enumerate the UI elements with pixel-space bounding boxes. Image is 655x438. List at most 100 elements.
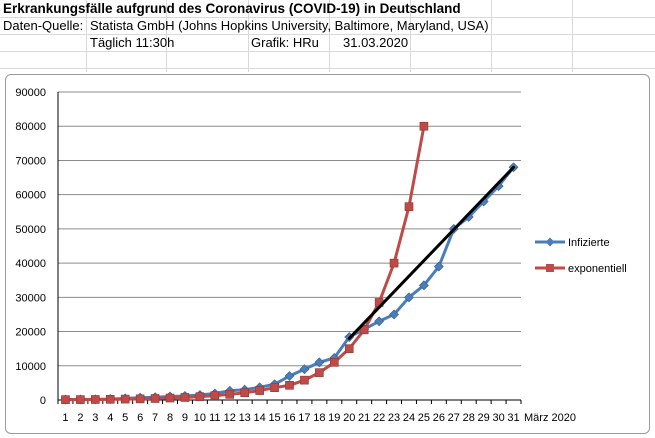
sheet-col-divider (410, 0, 411, 72)
x-tick-label: 23 (388, 412, 400, 424)
sheet-row-1: Erkrankungsfälle aufgrund des Coronaviru… (0, 0, 655, 17)
trend-line (347, 165, 516, 340)
sheet-row-divider (0, 51, 655, 52)
data-point-exponentiell (240, 388, 249, 398)
data-point-exponentiell (344, 344, 354, 353)
x-tick-label: 25 (418, 412, 430, 424)
x-tick-label: 22 (373, 412, 385, 424)
data-point-infizierte (433, 261, 444, 272)
gridlines (57, 91, 521, 401)
x-tick-label: 8 (167, 412, 173, 424)
x-tick-label: 26 (433, 412, 445, 424)
series-line-infizierte (65, 166, 515, 402)
data-point-exponentiell (270, 383, 279, 392)
data-point-exponentiell (359, 325, 369, 335)
y-tick-label: 50000 (15, 224, 46, 236)
source-label-cell[interactable]: Daten-Quelle: (3, 18, 84, 33)
data-point-exponentiell (315, 368, 324, 377)
data-point-exponentiell (150, 394, 160, 403)
x-tick-label: 19 (328, 412, 340, 424)
y-tick-label: 10000 (15, 361, 46, 373)
legend: Infizierte exponentiell (535, 237, 627, 275)
date-cell[interactable]: 31.03.2020 (343, 35, 409, 50)
data-point-infizierte (389, 309, 399, 320)
x-tick-label: 13 (239, 412, 251, 424)
legend-label-infizierte: Infizierte (568, 237, 610, 249)
data-point-exponentiell (135, 394, 145, 404)
x-tick-label: 28 (463, 412, 475, 424)
x-tick-label: 12 (224, 412, 236, 424)
x-tick-label: 18 (313, 412, 325, 424)
sheet-col-divider (329, 0, 330, 72)
y-tick-label: 20000 (15, 327, 46, 339)
sheet-row-divider (0, 34, 655, 35)
series-layer (60, 121, 519, 405)
data-point-exponentiell (91, 395, 100, 404)
x-tick-label: 21 (358, 412, 370, 424)
x-tick-label: 10 (194, 412, 206, 424)
daily-time-cell[interactable]: Täglich 11:30h (90, 35, 175, 50)
sheet-row-2: Daten-Quelle: Statista GmbH (Johns Hopki… (0, 17, 655, 34)
data-point-infizierte (404, 292, 414, 303)
data-point-exponentiell (76, 395, 85, 404)
x-tick-label: 11 (209, 412, 220, 424)
data-point-exponentiell (330, 358, 339, 367)
x-tick-label: 4 (107, 412, 113, 424)
x-tick-label: 30 (492, 412, 504, 424)
y-tick-label: 0 (40, 395, 46, 407)
x-tick-label: 17 (298, 412, 310, 424)
y-tick-label: 40000 (15, 258, 46, 270)
legend-label-exponentiell: exponentiell (568, 263, 627, 275)
x-tick-label: 27 (448, 412, 460, 424)
y-tick-label: 30000 (15, 292, 46, 304)
x-tick-label: 6 (137, 412, 143, 424)
data-point-exponentiell (404, 202, 414, 211)
x-tick-label: 31 (507, 412, 519, 424)
data-point-exponentiell (180, 393, 190, 402)
sheet-row-divider (0, 68, 655, 69)
sheet-col-divider (491, 0, 492, 72)
source-value-cell[interactable]: Statista GmbH (Johns Hopkins University,… (90, 18, 489, 33)
grafik-author-cell[interactable]: Grafik: HRu (251, 35, 319, 50)
x-tick-label: 2 (77, 412, 83, 424)
data-point-exponentiell (300, 375, 309, 385)
sheet-title[interactable]: Erkrankungsfälle aufgrund des Coronaviru… (3, 1, 461, 16)
data-point-exponentiell (210, 391, 220, 400)
data-point-exponentiell (389, 258, 399, 268)
x-tick-label: 3 (92, 412, 98, 424)
data-point-exponentiell (105, 395, 115, 404)
x-tick-label: 9 (182, 412, 188, 424)
data-point-exponentiell (225, 390, 235, 399)
x-tick-label: 24 (403, 412, 415, 424)
y-tick-label: 60000 (15, 190, 46, 202)
y-tick-label: 90000 (15, 87, 46, 99)
x-tick-label: 29 (478, 412, 490, 424)
data-point-infizierte (418, 280, 429, 291)
data-point-exponentiell (120, 394, 130, 404)
sheet-col-divider (166, 0, 167, 72)
data-point-exponentiell (255, 386, 264, 395)
data-point-infizierte (299, 364, 310, 375)
chart-object[interactable] (5, 74, 650, 434)
x-axis-label: März 2020 (524, 412, 576, 424)
trend-layer (347, 165, 516, 340)
data-point-exponentiell (195, 392, 205, 401)
y-tick-label: 80000 (15, 121, 46, 133)
x-tick-label: 15 (268, 412, 280, 424)
x-tick-label: 16 (283, 412, 295, 424)
y-axis-ticks: 0 10000 20000 30000 40000 50000 60000 70000 8000… (15, 87, 46, 407)
sheet-row-3: Täglich 11:30h Grafik: HRu 31.03.2020 (0, 34, 655, 51)
sheet-col-divider (86, 0, 87, 72)
x-tick-label: 1 (62, 412, 68, 424)
data-point-infizierte (374, 316, 385, 327)
data-point-exponentiell (61, 395, 70, 404)
x-tick-label: 14 (254, 412, 266, 424)
sheet-col-divider (248, 0, 249, 72)
data-point-exponentiell (285, 380, 294, 390)
legend-marker-infizierte (545, 237, 555, 247)
x-tick-label: 20 (343, 412, 355, 424)
sheet-col-divider (572, 0, 573, 72)
x-tick-label: 5 (122, 412, 128, 424)
